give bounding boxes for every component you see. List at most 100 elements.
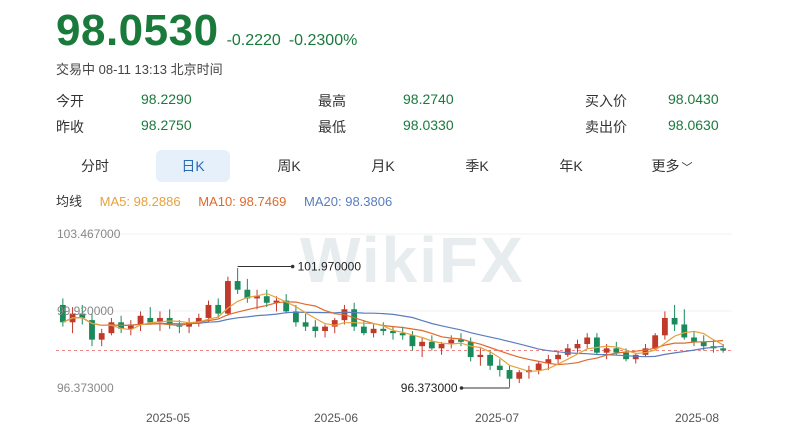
quote-value-high: 98.2740 bbox=[403, 91, 454, 107]
candle[interactable] bbox=[137, 315, 144, 325]
candle[interactable] bbox=[370, 328, 377, 334]
candle[interactable] bbox=[555, 354, 561, 360]
y-axis-bottom-label: 96.373000 bbox=[57, 381, 114, 395]
candle[interactable] bbox=[254, 296, 260, 299]
candle[interactable] bbox=[409, 335, 416, 347]
annotation-low-label: 96.373000 bbox=[401, 381, 458, 395]
candle[interactable] bbox=[496, 365, 503, 371]
tab-quarterly-k[interactable]: 季K bbox=[465, 158, 489, 174]
y-axis-top-label: 103.467000 bbox=[57, 227, 121, 241]
candle[interactable] bbox=[642, 348, 649, 355]
ma-legend: 均线 MA5: 98.2886 MA10: 98.7469 MA20: 98.3… bbox=[56, 191, 406, 210]
candle[interactable] bbox=[477, 354, 484, 358]
candles-group bbox=[59, 268, 727, 388]
tab-yearly-k[interactable]: 年K bbox=[559, 158, 583, 174]
candle[interactable] bbox=[390, 330, 396, 334]
ma5-line bbox=[62, 292, 724, 372]
candle[interactable] bbox=[681, 324, 688, 338]
ma20-label: MA20: 98.3806 bbox=[304, 194, 393, 209]
candle[interactable] bbox=[205, 304, 212, 318]
tab-intraday[interactable]: 分时 bbox=[81, 158, 109, 174]
candle[interactable] bbox=[215, 304, 222, 314]
candle[interactable] bbox=[603, 348, 610, 353]
candle[interactable] bbox=[438, 343, 445, 349]
candle[interactable] bbox=[360, 326, 367, 334]
candle[interactable] bbox=[186, 322, 192, 327]
tab-more-label: 更多 bbox=[651, 158, 680, 174]
tab-more[interactable]: 更多 ﹀ bbox=[636, 150, 708, 182]
candle[interactable] bbox=[506, 370, 513, 379]
candle[interactable] bbox=[108, 322, 115, 334]
trading-status: 交易中 08-11 13:13 北京时间 bbox=[56, 62, 223, 77]
candle[interactable] bbox=[574, 343, 581, 349]
candle[interactable] bbox=[263, 296, 270, 303]
candle[interactable] bbox=[545, 359, 552, 364]
candle[interactable] bbox=[331, 320, 338, 327]
ma-title: 均线 bbox=[56, 194, 83, 209]
candle[interactable] bbox=[584, 337, 591, 344]
quote-label-ask: 卖出价 bbox=[585, 119, 627, 135]
candle[interactable] bbox=[292, 311, 299, 323]
candle[interactable] bbox=[157, 317, 163, 323]
price-header: 98.0530 -0.2220 -0.2300% bbox=[56, 6, 357, 56]
candle[interactable] bbox=[467, 341, 474, 358]
candle[interactable] bbox=[564, 348, 571, 355]
candle[interactable] bbox=[652, 335, 659, 349]
candle[interactable] bbox=[700, 341, 707, 347]
candle[interactable] bbox=[448, 339, 455, 344]
candle[interactable] bbox=[428, 341, 435, 349]
candle[interactable] bbox=[225, 281, 231, 314]
candle[interactable] bbox=[127, 324, 134, 329]
candle[interactable] bbox=[720, 348, 727, 351]
ma5-label: MA5: 98.2886 bbox=[99, 194, 181, 209]
watermark-logo: WikiFX bbox=[300, 224, 525, 296]
candle[interactable] bbox=[399, 333, 406, 336]
period-tabs: 分时 日K 周K 月K 季K 年K 更多 ﹀ bbox=[56, 150, 736, 182]
candle[interactable] bbox=[661, 317, 668, 336]
tab-daily-k[interactable]: 日K bbox=[156, 150, 230, 182]
quote-value-low: 98.0330 bbox=[403, 117, 454, 133]
candle[interactable] bbox=[59, 304, 66, 323]
candle[interactable] bbox=[244, 289, 251, 299]
candle[interactable] bbox=[273, 300, 280, 303]
quote-label-low: 最低 bbox=[318, 119, 346, 135]
ma20-line bbox=[62, 311, 724, 358]
candle[interactable] bbox=[79, 313, 86, 318]
candle[interactable] bbox=[322, 326, 328, 331]
candle[interactable] bbox=[147, 317, 154, 323]
tab-monthly-k[interactable]: 月K bbox=[371, 158, 395, 174]
candle[interactable] bbox=[632, 354, 639, 360]
candle[interactable] bbox=[671, 317, 678, 325]
candle[interactable] bbox=[419, 341, 426, 347]
candle[interactable] bbox=[312, 326, 319, 331]
candle[interactable] bbox=[98, 333, 105, 340]
x-tick-label: 2025-06 bbox=[314, 411, 358, 425]
candle[interactable] bbox=[89, 320, 95, 340]
x-tick-label: 2025-07 bbox=[475, 411, 519, 425]
quote-label-prev-close: 昨收 bbox=[56, 119, 84, 135]
candle[interactable] bbox=[691, 337, 697, 342]
candle[interactable] bbox=[234, 281, 241, 290]
candle[interactable] bbox=[283, 300, 290, 312]
candle[interactable] bbox=[487, 354, 494, 366]
price-change: -0.2220 bbox=[226, 32, 281, 49]
quote-value-bid: 98.0430 bbox=[668, 91, 719, 107]
annotation-low-dot bbox=[459, 386, 464, 390]
candle[interactable] bbox=[613, 348, 620, 353]
candlestick-chart[interactable]: WikiFX 103.467000 99.920000 96.373000 10… bbox=[0, 210, 790, 430]
candle[interactable] bbox=[594, 337, 600, 353]
tab-weekly-k[interactable]: 周K bbox=[277, 158, 301, 174]
price-change-percent: -0.2300% bbox=[288, 32, 358, 49]
chevron-down-icon: ﹀ bbox=[681, 162, 693, 174]
quote-label-open: 今开 bbox=[56, 93, 84, 109]
y-axis-mid-label: 99.920000 bbox=[57, 304, 114, 318]
candle[interactable] bbox=[195, 317, 202, 323]
quote-value-prev-close: 98.2750 bbox=[141, 117, 192, 133]
candle[interactable] bbox=[516, 372, 523, 379]
candle[interactable] bbox=[302, 322, 309, 327]
x-tick-label: 2025-05 bbox=[146, 411, 190, 425]
candle[interactable] bbox=[380, 328, 387, 331]
candle[interactable] bbox=[458, 339, 464, 342]
candle[interactable] bbox=[535, 363, 542, 371]
quote-value-ask: 98.0630 bbox=[668, 117, 719, 133]
